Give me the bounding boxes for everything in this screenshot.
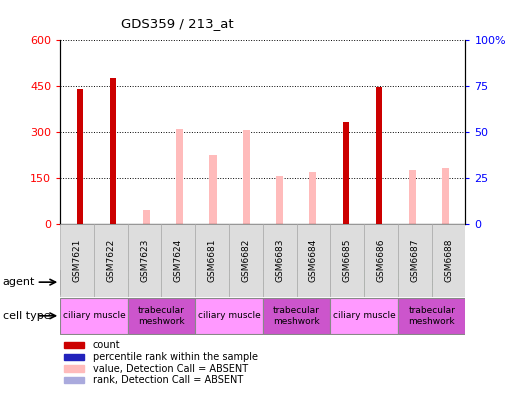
Text: GSM7624: GSM7624 [174,239,183,282]
Bar [143,210,150,224]
Text: count: count [93,340,120,350]
Bar [243,130,250,224]
FancyBboxPatch shape [229,224,263,297]
FancyBboxPatch shape [263,224,297,297]
FancyBboxPatch shape [195,224,229,297]
FancyBboxPatch shape [297,224,331,297]
FancyBboxPatch shape [128,224,162,297]
FancyBboxPatch shape [195,270,331,295]
Text: GSM7622: GSM7622 [106,239,115,282]
FancyBboxPatch shape [60,224,94,297]
FancyBboxPatch shape [431,224,465,297]
FancyBboxPatch shape [263,298,331,334]
Bar [64,365,85,372]
Text: GSM6683: GSM6683 [275,239,284,282]
FancyBboxPatch shape [331,298,398,334]
Text: cell type: cell type [3,311,50,321]
Text: ciliary muscle: ciliary muscle [333,311,395,320]
Text: percentile rank within the sample: percentile rank within the sample [93,352,257,362]
Bar [110,78,116,224]
Text: trabecular
meshwork: trabecular meshwork [273,306,320,326]
FancyBboxPatch shape [364,224,398,297]
FancyBboxPatch shape [60,270,195,295]
Text: GSM6688: GSM6688 [444,239,453,282]
Text: latanoprost free acid: latanoprost free acid [205,277,321,287]
Bar [442,168,449,224]
Bar [376,87,382,224]
Text: GSM6685: GSM6685 [343,239,352,282]
Text: GSM7621: GSM7621 [73,239,82,282]
Text: GSM6686: GSM6686 [377,239,385,282]
FancyBboxPatch shape [331,270,465,295]
Text: control: control [108,277,147,287]
Text: trabecular
meshwork: trabecular meshwork [408,306,455,326]
FancyBboxPatch shape [331,224,364,297]
FancyBboxPatch shape [162,224,195,297]
Text: ciliary muscle: ciliary muscle [63,311,126,320]
Text: ciliary muscle: ciliary muscle [198,311,260,320]
Text: GSM6687: GSM6687 [411,239,419,282]
Text: GSM7623: GSM7623 [140,239,149,282]
Text: GSM6682: GSM6682 [242,239,251,282]
Bar [408,170,416,224]
Bar [343,122,349,224]
Bar [276,176,283,224]
FancyBboxPatch shape [60,298,128,334]
FancyBboxPatch shape [195,298,263,334]
FancyBboxPatch shape [398,298,465,334]
FancyBboxPatch shape [94,224,128,297]
Bar [64,377,85,383]
Text: agent: agent [3,277,35,287]
Bar [77,89,83,224]
FancyBboxPatch shape [128,298,195,334]
FancyBboxPatch shape [398,224,431,297]
Text: GSM6684: GSM6684 [309,239,318,282]
Text: prostaglandin F2alpha: prostaglandin F2alpha [336,277,460,287]
Text: rank, Detection Call = ABSENT: rank, Detection Call = ABSENT [93,375,243,385]
Text: value, Detection Call = ABSENT: value, Detection Call = ABSENT [93,364,248,373]
Bar [64,354,85,360]
Text: GDS359 / 213_at: GDS359 / 213_at [121,17,234,30]
Bar [209,155,217,224]
Text: trabecular
meshwork: trabecular meshwork [138,306,185,326]
Bar [64,342,85,348]
Bar [176,129,184,224]
Bar [309,171,316,224]
Text: GSM6681: GSM6681 [208,239,217,282]
